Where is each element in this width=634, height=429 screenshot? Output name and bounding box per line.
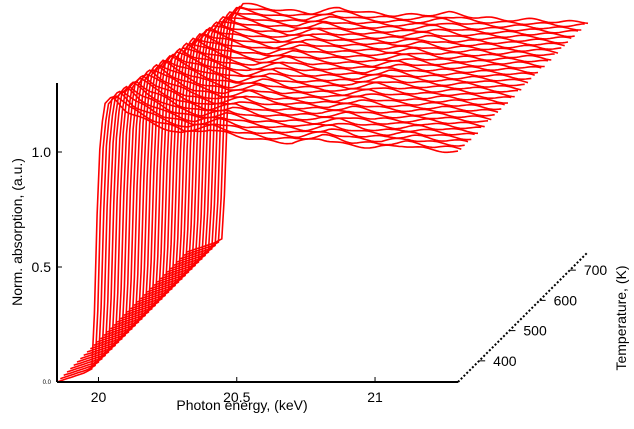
series-line-5 bbox=[73, 85, 475, 367]
series-line-34 bbox=[170, 16, 572, 270]
z-tick-label: 700 bbox=[584, 262, 608, 278]
x-tick-label: 21 bbox=[367, 389, 383, 405]
y-axis-label: Norm. absorption, (a.u.) bbox=[9, 158, 25, 306]
series-line-39 bbox=[186, 2, 589, 253]
z-tick-label: 400 bbox=[493, 353, 517, 369]
series-line-36 bbox=[176, 11, 579, 263]
series-line-35 bbox=[173, 11, 575, 267]
series-line-38 bbox=[183, 5, 585, 257]
series-line-3 bbox=[66, 90, 469, 373]
series-line-37 bbox=[180, 6, 582, 260]
x-tick-label: 20 bbox=[91, 389, 107, 405]
series-line-1 bbox=[60, 95, 462, 380]
z-tick-label: 500 bbox=[523, 323, 547, 339]
chart-axes bbox=[56, 83, 589, 383]
series-line-0 bbox=[56, 95, 459, 383]
z-axis-line bbox=[457, 251, 589, 383]
z-axis-label: Temperature, (K) bbox=[613, 265, 629, 370]
y-tick-label: 1.0 bbox=[32, 144, 52, 160]
chart-ticks: 20 20.5 21 0.0 0.5 1.0 400 500 600 700 bbox=[32, 144, 608, 405]
z-tick-label: 600 bbox=[554, 292, 578, 308]
x-tick-label: 20.5 bbox=[223, 389, 250, 405]
y-tick-label: 0.0 bbox=[43, 380, 52, 386]
data-surface bbox=[56, 2, 589, 383]
y-tick-label: 0.5 bbox=[32, 259, 52, 275]
x-axis-label: Photon energy, (keV) bbox=[176, 397, 307, 413]
